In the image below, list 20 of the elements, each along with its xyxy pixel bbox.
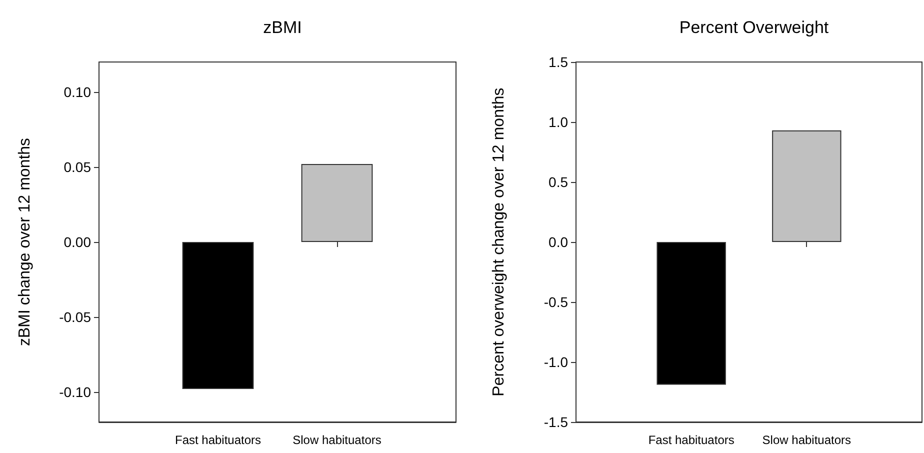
y-tick-label: 0.05 xyxy=(64,159,92,175)
y-tick-label: 0.5 xyxy=(548,174,568,190)
y-tick-label: -0.05 xyxy=(59,309,92,325)
y-tick-label: 1.5 xyxy=(548,54,568,70)
y-tick-label: 0.0 xyxy=(548,234,568,250)
x-tick-label: Fast habituators xyxy=(174,433,262,447)
y-axis-title: zBMI change over 12 months xyxy=(16,138,34,346)
y-tick-label: -1.5 xyxy=(544,414,568,430)
y-axis-title: Percent overweight change over 12 months xyxy=(490,88,508,396)
y-tick-label: 0.10 xyxy=(64,84,92,100)
y-tick-label: -0.5 xyxy=(544,294,568,310)
y-tick-label: -0.10 xyxy=(59,384,92,400)
y-tick-label: 1.0 xyxy=(548,114,568,130)
x-tick-label: Fast habituators xyxy=(648,433,734,447)
chart-title: Percent Overweight xyxy=(679,18,829,37)
x-tick-label: Slow habituators xyxy=(762,433,852,447)
x-tick-label: Slow habituators xyxy=(292,433,382,447)
y-tick-label: -1.0 xyxy=(544,354,568,370)
chart-title: zBMI xyxy=(263,18,302,37)
y-tick-label: 0.00 xyxy=(64,234,92,250)
